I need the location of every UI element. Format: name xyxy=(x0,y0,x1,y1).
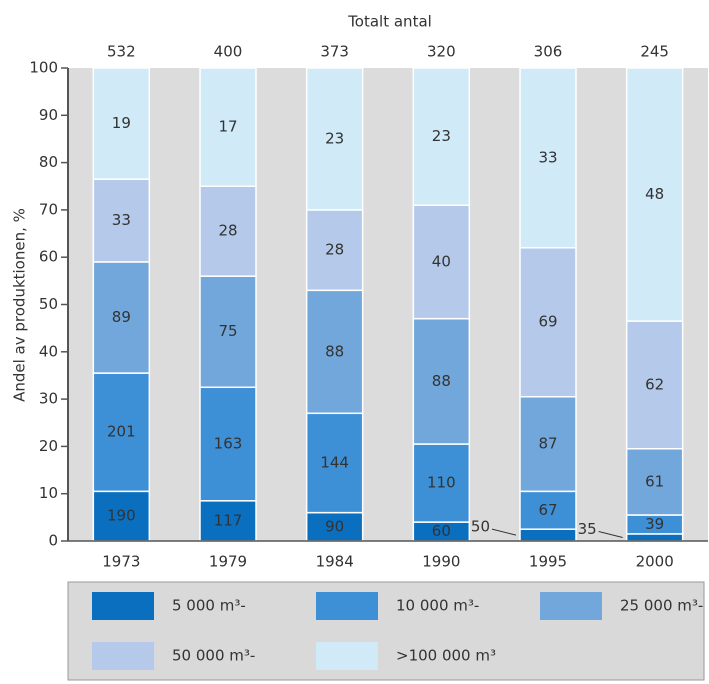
bar-segment xyxy=(305,511,364,542)
bar-segment xyxy=(199,275,257,389)
segment-count-label: 67 xyxy=(538,501,557,519)
x-tick-label: 2000 xyxy=(636,553,674,571)
bar-segment xyxy=(199,185,257,277)
segment-count-label: 88 xyxy=(432,372,451,390)
bar-segment xyxy=(305,412,364,514)
y-tick-label: 100 xyxy=(29,59,58,77)
bar-segment xyxy=(92,372,151,493)
label-pointer xyxy=(598,530,623,538)
total-label: 400 xyxy=(214,43,243,61)
plot-background xyxy=(68,68,708,541)
segment-count-label: 28 xyxy=(325,241,344,259)
bar-segment xyxy=(92,261,151,374)
legend-swatch xyxy=(540,592,602,620)
legend-box xyxy=(67,581,705,681)
segment-count-label: 19 xyxy=(112,114,131,132)
bar-segment xyxy=(625,448,684,516)
y-tick-label: 30 xyxy=(39,390,58,408)
bar-segment xyxy=(92,490,151,542)
segment-count-label: 163 xyxy=(214,435,243,453)
y-tick-label: 0 xyxy=(48,532,58,550)
segment-count-label: 48 xyxy=(645,185,664,203)
bar-segment xyxy=(305,289,364,415)
legend-label: 5 000 m³- xyxy=(172,597,246,615)
bar-segment xyxy=(625,533,684,542)
y-tick-label: 70 xyxy=(39,200,58,218)
segment-count-label: 144 xyxy=(320,453,349,471)
total-label: 245 xyxy=(640,43,669,61)
x-tick-label: 1990 xyxy=(422,553,460,571)
segment-count-label: 90 xyxy=(325,517,344,535)
legend-swatch xyxy=(316,642,378,670)
bar-segment xyxy=(519,67,577,249)
total-label: 373 xyxy=(320,43,349,61)
legend-label: 50 000 m³- xyxy=(172,647,255,665)
bar-segment xyxy=(519,528,577,542)
bar-segment xyxy=(412,67,471,206)
segment-count-label: 33 xyxy=(112,211,131,229)
bar-segment xyxy=(519,490,577,530)
y-tick-label: 20 xyxy=(39,437,58,455)
bar-segment xyxy=(412,317,471,445)
y-tick-label: 40 xyxy=(39,342,58,360)
segment-count-label: 17 xyxy=(218,118,237,136)
bar-segment xyxy=(92,178,151,263)
segment-count-label: 88 xyxy=(325,342,344,360)
y-tick-label: 10 xyxy=(39,484,58,502)
bar-segment xyxy=(625,320,684,450)
segment-count-label: 61 xyxy=(645,472,664,490)
bar-segment xyxy=(305,67,364,211)
bar-segment xyxy=(412,443,471,523)
y-tick-label: 60 xyxy=(39,248,58,266)
total-label: 320 xyxy=(427,43,456,61)
total-label: 306 xyxy=(534,43,563,61)
x-tick-label: 1979 xyxy=(209,553,247,571)
segment-count-label: 50 xyxy=(471,518,490,536)
legend-swatch xyxy=(316,592,378,620)
segment-count-label: 62 xyxy=(645,375,664,393)
legend-label: 25 000 m³- xyxy=(620,597,703,615)
legend-label: 10 000 m³- xyxy=(396,597,479,615)
y-tick-label: 50 xyxy=(39,295,58,313)
segment-count-label: 33 xyxy=(538,148,557,166)
segment-count-label: 201 xyxy=(107,423,136,441)
legend-swatch xyxy=(92,642,154,670)
bar-segment xyxy=(305,209,364,292)
bar-segment xyxy=(519,246,577,398)
segment-count-label: 89 xyxy=(112,308,131,326)
label-pointer xyxy=(491,528,517,536)
x-tick-label: 1995 xyxy=(529,553,567,571)
y-tick-label: 80 xyxy=(39,153,58,171)
y-axis-label: Andel av produktionen, % xyxy=(11,208,29,402)
bar-segment xyxy=(625,67,684,322)
total-label: 532 xyxy=(107,43,136,61)
segment-count-label: 110 xyxy=(427,474,456,492)
legend-swatch xyxy=(92,592,154,620)
bar-segment xyxy=(199,67,257,187)
segment-count-label: 23 xyxy=(432,127,451,145)
x-tick-label: 1973 xyxy=(102,553,140,571)
bar-segment xyxy=(412,204,471,320)
legend-label: >100 000 m³ xyxy=(396,647,496,665)
segment-count-label: 190 xyxy=(107,507,136,525)
segment-count-label: 40 xyxy=(432,252,451,270)
totals-title: Totalt antal xyxy=(347,13,432,31)
x-tick-label: 1984 xyxy=(316,553,354,571)
segment-count-label: 23 xyxy=(325,129,344,147)
bar-segment xyxy=(92,67,151,180)
segment-count-label: 35 xyxy=(578,520,597,538)
segment-count-label: 39 xyxy=(645,515,664,533)
y-tick-label: 90 xyxy=(39,106,58,124)
segment-count-label: 117 xyxy=(214,511,243,529)
segment-count-label: 87 xyxy=(538,435,557,453)
segment-count-label: 60 xyxy=(432,522,451,540)
segment-count-label: 69 xyxy=(538,313,557,331)
segment-count-label: 75 xyxy=(218,322,237,340)
segment-count-label: 28 xyxy=(218,222,237,240)
